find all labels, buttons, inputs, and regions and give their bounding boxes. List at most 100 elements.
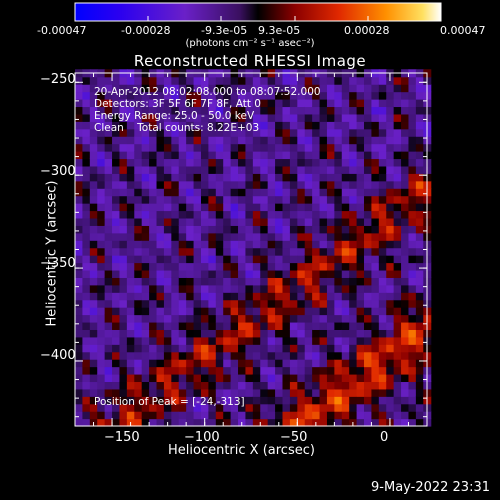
heatmap-cell: [393, 262, 402, 271]
heatmap-cell: [289, 247, 298, 256]
heatmap-cell: [97, 314, 106, 323]
heatmap-cell: [378, 418, 387, 427]
heatmap-cell: [112, 151, 121, 160]
heatmap-cell: [156, 188, 165, 197]
heatmap-cell: [163, 299, 172, 308]
heatmap-cell: [238, 113, 247, 122]
heatmap-cell: [82, 269, 91, 278]
heatmap-cell: [282, 84, 291, 93]
heatmap-cell: [260, 99, 269, 108]
heatmap-cell: [163, 188, 172, 197]
heatmap-cell: [89, 151, 98, 160]
heatmap-cell: [193, 418, 202, 427]
heatmap-cell: [312, 247, 321, 256]
heatmap-cell: [349, 403, 358, 412]
heatmap-cell: [193, 411, 202, 420]
heatmap-cell: [156, 269, 165, 278]
heatmap-cell: [178, 381, 187, 390]
heatmap-cell: [245, 314, 254, 323]
heatmap-cell: [215, 143, 224, 152]
heatmap-cell: [223, 232, 232, 241]
heatmap-cell: [112, 232, 121, 241]
heatmap-cell: [171, 225, 180, 234]
heatmap-cell: [275, 247, 284, 256]
heatmap-cell: [208, 321, 217, 330]
heatmap-cell: [215, 225, 224, 234]
heatmap-cell: [304, 143, 313, 152]
heatmap-cell: [282, 381, 291, 390]
heatmap-cell: [238, 247, 247, 256]
heatmap-cell: [200, 388, 209, 397]
heatmap-cell: [312, 158, 321, 167]
heatmap-cell: [134, 351, 143, 360]
heatmap-cell: [386, 307, 395, 316]
heatmap-cell: [104, 255, 113, 264]
heatmap-cell: [245, 84, 254, 93]
heatmap-cell: [319, 299, 328, 308]
heatmap-cell: [326, 351, 335, 360]
heatmap-cell: [208, 403, 217, 412]
heatmap-cell: [386, 158, 395, 167]
heatmap-cell: [178, 195, 187, 204]
heatmap-cell: [171, 121, 180, 130]
heatmap-cell: [208, 344, 217, 353]
heatmap-cell: [126, 106, 135, 115]
heatmap-cell: [223, 195, 232, 204]
heatmap-cell: [349, 180, 358, 189]
heatmap-cell: [297, 99, 306, 108]
heatmap-cell: [178, 247, 187, 256]
heatmap-cell: [193, 210, 202, 219]
heatmap-cell: [275, 151, 284, 160]
heatmap-cell: [171, 411, 180, 420]
heatmap-cell: [252, 136, 261, 145]
heatmap-cell: [326, 247, 335, 256]
heatmap-cell: [112, 99, 121, 108]
heatmap-cell: [356, 269, 365, 278]
heatmap-cell: [82, 388, 91, 397]
heatmap-cell: [156, 359, 165, 368]
heatmap-cell: [334, 359, 343, 368]
heatmap-cell: [334, 418, 343, 427]
heatmap-cell: [89, 84, 98, 93]
heatmap-cell: [289, 269, 298, 278]
heatmap-cell: [223, 388, 232, 397]
heatmap-cell: [238, 84, 247, 93]
heatmap-cell: [230, 396, 239, 405]
heatmap-cell: [312, 262, 321, 271]
heatmap-cell: [75, 418, 84, 427]
heatmap-cell: [156, 158, 165, 167]
heatmap-cell: [223, 277, 232, 286]
heatmap-cell: [408, 247, 417, 256]
heatmap-cell: [319, 188, 328, 197]
heatmap-cell: [297, 203, 306, 212]
heatmap-cell: [334, 217, 343, 226]
heatmap-cell: [297, 76, 306, 85]
heatmap-cell: [223, 99, 232, 108]
heatmap-cell: [82, 403, 91, 412]
heatmap-cell: [341, 255, 350, 264]
heatmap-cell: [371, 121, 380, 130]
heatmap-cell: [134, 388, 143, 397]
heatmap-cell: [260, 262, 269, 271]
heatmap-cell: [252, 255, 261, 264]
heatmap-cell: [401, 143, 410, 152]
heatmap-cell: [260, 113, 269, 122]
heatmap-cell: [319, 359, 328, 368]
heatmap-cell: [238, 255, 247, 264]
heatmap-cell: [186, 113, 195, 122]
heatmap-cell: [364, 336, 373, 345]
heatmap-cell: [364, 396, 373, 405]
heatmap-cell: [349, 217, 358, 226]
heatmap-cell: [163, 240, 172, 249]
heatmap-cell: [82, 359, 91, 368]
heatmap-cell: [82, 321, 91, 330]
heatmap-cell: [171, 188, 180, 197]
heatmap-cell: [97, 411, 106, 420]
heatmap-cell: [378, 91, 387, 100]
heatmap-cell: [275, 173, 284, 182]
heatmap-cell: [334, 329, 343, 338]
heatmap-cell: [304, 269, 313, 278]
heatmap-cell: [208, 396, 217, 405]
heatmap-cell: [415, 329, 424, 338]
heatmap-cell: [408, 173, 417, 182]
